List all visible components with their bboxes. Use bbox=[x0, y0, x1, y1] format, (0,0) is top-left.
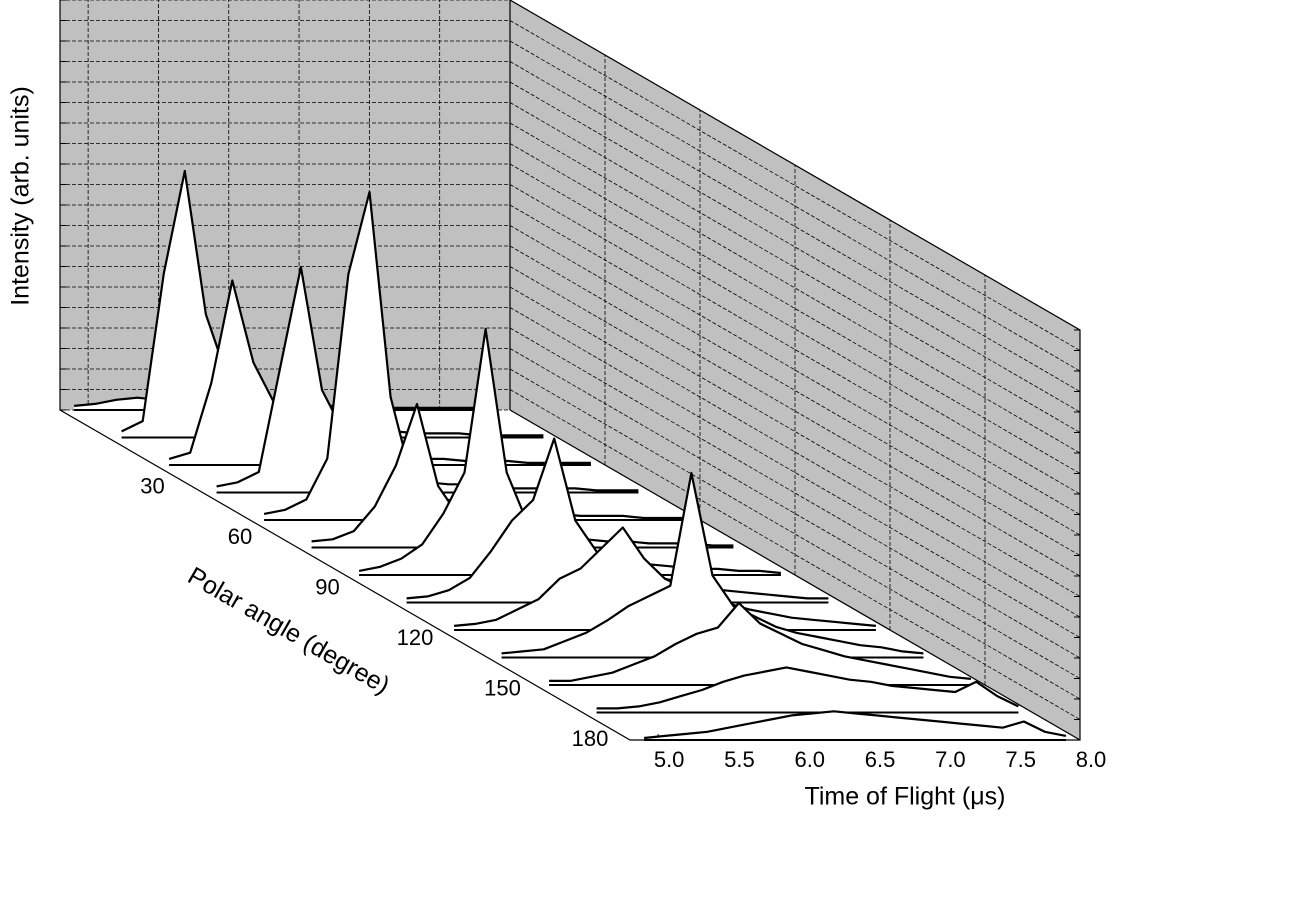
trace-line bbox=[643, 710, 1067, 740]
grid-line bbox=[509, 266, 1081, 597]
x-tick-label: 8.0 bbox=[1076, 747, 1107, 772]
x-tick-label: 7.5 bbox=[1005, 747, 1036, 772]
trace-fill bbox=[359, 329, 781, 575]
x-tick-label: 5.5 bbox=[724, 747, 755, 772]
wall-outline bbox=[509, 409, 1081, 741]
x-tick-label: 5.0 bbox=[654, 747, 685, 772]
grid-line bbox=[509, 122, 1081, 454]
grid-line bbox=[509, 20, 1081, 351]
x-tick-label: 6.5 bbox=[865, 747, 896, 772]
x-axis-title: Time of Flight (μs) bbox=[804, 783, 1005, 811]
grid-line bbox=[509, 368, 1081, 700]
y-tick-label: 150 bbox=[484, 675, 521, 700]
grid-line bbox=[509, 225, 1081, 556]
trace-fill bbox=[406, 438, 829, 603]
trace-fill bbox=[264, 192, 686, 520]
trace-fill bbox=[454, 527, 876, 630]
y-tick-label: 180 bbox=[572, 726, 609, 751]
x-tick-label: 7.0 bbox=[935, 747, 966, 772]
trace-fill bbox=[311, 404, 734, 548]
trace-fill bbox=[121, 171, 544, 438]
trace-line bbox=[549, 601, 972, 682]
trace-line bbox=[596, 666, 1019, 710]
x-tick-label: 6.0 bbox=[794, 747, 825, 772]
trace-line bbox=[501, 471, 924, 655]
y-tick-label: 90 bbox=[315, 574, 339, 599]
trace-fill bbox=[216, 267, 639, 493]
trace-fill bbox=[596, 667, 1019, 713]
y-tick-label: 30 bbox=[140, 473, 164, 498]
trace-fill bbox=[501, 473, 924, 658]
trace-line bbox=[453, 526, 877, 627]
trace-fill bbox=[644, 711, 1066, 740]
z-axis-title: Intensity (arb. units) bbox=[7, 86, 35, 306]
y-axis-title: Polar angle (degree) bbox=[183, 562, 394, 700]
trace-fill bbox=[549, 603, 971, 685]
y-tick-label: 120 bbox=[397, 625, 434, 650]
y-tick-label: 60 bbox=[228, 524, 252, 549]
